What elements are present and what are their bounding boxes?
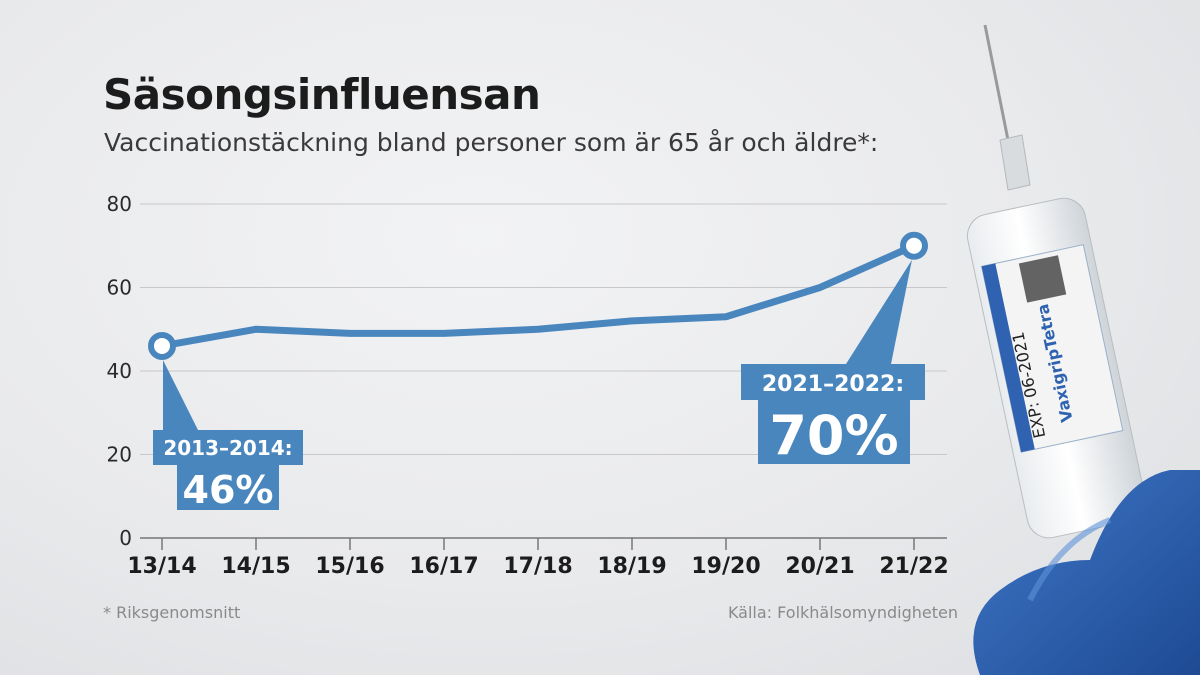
callout-value-box	[177, 465, 279, 510]
y-tick-label: 40	[107, 359, 132, 383]
callout-value: 70%	[769, 404, 898, 467]
chart-subtitle: Vaccinationstäckning bland personer som …	[104, 128, 879, 157]
chart-title: Säsongsinfluensan	[103, 70, 541, 119]
y-axis: 0 20 40 60 80	[107, 192, 132, 550]
callout-end: 2021–2022: 70%	[741, 259, 925, 467]
x-tick-label: 17/18	[503, 554, 572, 579]
callout-value-box	[758, 400, 910, 464]
source-note: Källa: Folkhälsomyndigheten	[727, 603, 958, 622]
x-tick-label: 19/20	[691, 554, 760, 579]
x-axis: 13/14 14/15 15/16 16/17 17/18 18/19 19/20 20/21…	[127, 538, 949, 579]
callout-value: 46%	[183, 468, 274, 512]
x-tick-label: 21/22	[879, 554, 948, 579]
x-tick-label: 13/14	[127, 554, 196, 579]
x-tick-label: 18/19	[597, 554, 666, 579]
callout-period: 2013–2014:	[163, 436, 292, 460]
y-tick-label: 60	[107, 276, 132, 300]
syringe-photo: VaxigripTetra EXP: 06-2021	[966, 24, 1200, 675]
callout-period-box	[741, 364, 925, 400]
y-tick-label: 0	[119, 526, 132, 550]
footnote: * Riksgenomsnitt	[103, 603, 241, 622]
callout-period: 2021–2022:	[762, 372, 904, 397]
y-tick-label: 20	[107, 443, 132, 467]
x-tick-label: 14/15	[221, 554, 290, 579]
x-tick-label: 20/21	[785, 554, 854, 579]
callout-period-box	[153, 430, 303, 465]
annotations: 2013–2014: 46% 2021–2022: 70%	[148, 231, 928, 512]
data-point-marker	[148, 331, 176, 360]
y-tick-label: 80	[107, 192, 132, 216]
x-tick-label: 15/16	[315, 554, 384, 579]
x-tick-label: 16/17	[409, 554, 478, 579]
series-line	[158, 242, 918, 350]
data-series	[158, 242, 918, 350]
callout-start: 2013–2014: 46%	[153, 359, 303, 512]
data-point-marker	[900, 231, 928, 260]
